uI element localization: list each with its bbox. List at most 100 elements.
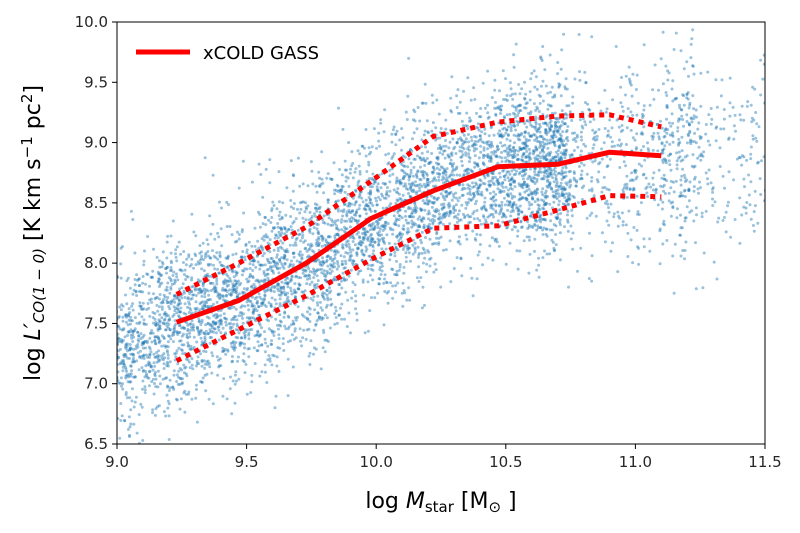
scatter-point (550, 125, 554, 128)
scatter-point (652, 97, 656, 101)
scatter-point (305, 328, 309, 332)
scatter-point (242, 287, 246, 291)
scatter-point (559, 181, 563, 185)
scatter-point (492, 195, 496, 199)
scatter-point (335, 227, 339, 230)
scatter-point (153, 382, 156, 385)
scatter-point (173, 309, 177, 313)
scatter-point (227, 203, 230, 207)
scatter-point (629, 110, 633, 114)
scatter-point (478, 138, 482, 142)
scatter-point (685, 141, 689, 145)
scatter-point (214, 321, 218, 325)
scatter-point (362, 185, 366, 189)
scatter-point (561, 153, 565, 157)
scatter-point (315, 190, 319, 194)
scatter-point (237, 233, 241, 236)
scatter-point (511, 203, 515, 207)
scatter-point (410, 215, 414, 219)
scatter-point (447, 191, 451, 195)
scatter-point (290, 259, 293, 263)
scatter-point (429, 256, 433, 260)
scatter-point (738, 113, 742, 117)
scatter-point (114, 380, 117, 383)
scatter-point (315, 203, 319, 207)
scatter-point (373, 209, 377, 213)
scatter-point (108, 287, 111, 290)
scatter-point (233, 382, 237, 386)
scatter-point (458, 149, 462, 153)
scatter-point (520, 155, 524, 159)
scatter-point (439, 220, 443, 224)
scatter-point (430, 152, 434, 155)
scatter-point (375, 199, 378, 203)
scatter-point (695, 213, 698, 217)
scatter-point (273, 226, 277, 230)
scatter-point (598, 161, 602, 165)
scatter-point (534, 108, 538, 112)
scatter-point (276, 287, 280, 291)
scatter-point (510, 176, 514, 180)
scatter-point (292, 202, 296, 205)
scatter-point (774, 119, 777, 122)
scatter-point (641, 114, 645, 118)
scatter-point (198, 251, 202, 255)
scatter-point (377, 282, 381, 286)
scatter-point (171, 274, 175, 277)
scatter-point (546, 195, 550, 199)
scatter-point (442, 149, 446, 153)
scatter-point (528, 98, 532, 102)
scatter-point (689, 42, 693, 46)
scatter-point (107, 300, 110, 303)
scatter-point (226, 257, 230, 261)
scatter-point (664, 127, 668, 131)
scatter-point (610, 140, 614, 144)
scatter-point (407, 182, 411, 186)
scatter-point (456, 240, 460, 244)
scatter-point (481, 181, 485, 185)
scatter-point (548, 171, 552, 175)
scatter-point (498, 175, 502, 179)
scatter-point (152, 352, 156, 356)
scatter-point (245, 251, 249, 254)
scatter-point (576, 269, 579, 273)
scatter-point (127, 415, 131, 419)
scatter-point (134, 395, 138, 399)
scatter-point (130, 360, 134, 364)
scatter-point (219, 227, 223, 231)
scatter-point (587, 277, 591, 280)
scatter-point (543, 121, 547, 125)
scatter-point (145, 341, 149, 345)
scatter-point (682, 67, 686, 71)
scatter-point (156, 385, 160, 389)
scatter-point (665, 239, 669, 242)
scatter-point (692, 219, 696, 223)
scatter-point (521, 196, 525, 199)
scatter-point (442, 167, 446, 171)
scatter-point (195, 388, 198, 391)
scatter-point (266, 241, 270, 245)
scatter-point (486, 215, 490, 219)
scatter-point (523, 122, 527, 125)
scatter-point (664, 64, 668, 68)
scatter-point (555, 216, 559, 220)
scatter-point (205, 238, 209, 242)
scatter-point (222, 377, 226, 381)
scatter-point (499, 134, 503, 138)
scatter-point (172, 313, 176, 316)
scatter-point (185, 374, 189, 378)
scatter-point (774, 178, 777, 181)
scatter-point (557, 137, 561, 141)
scatter-point (541, 149, 544, 152)
scatter-point (579, 130, 583, 134)
scatter-point (225, 272, 228, 276)
scatter-point (444, 181, 447, 184)
scatter-point (534, 125, 538, 129)
scatter-point (199, 380, 202, 383)
scatter-point (546, 178, 550, 182)
scatter-point (534, 190, 538, 194)
scatter-point (478, 168, 482, 172)
scatter-point (286, 281, 290, 285)
scatter-point (416, 217, 420, 221)
scatter-point (499, 134, 503, 138)
